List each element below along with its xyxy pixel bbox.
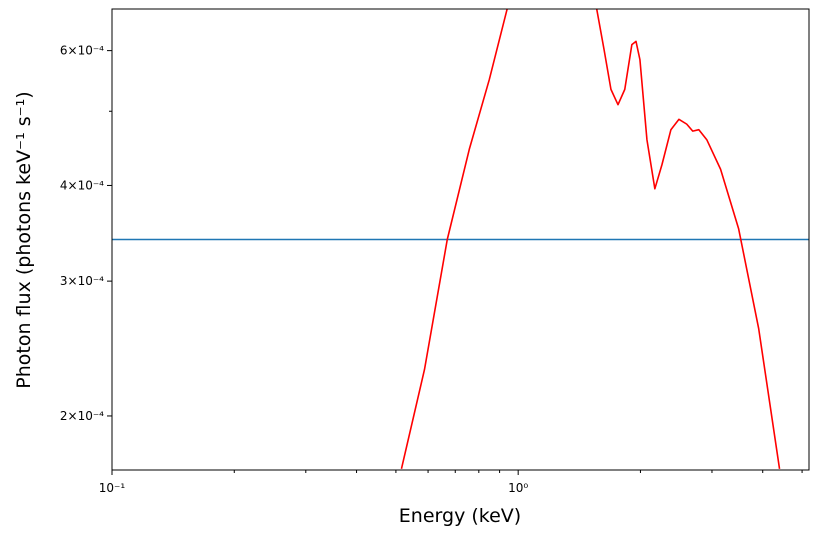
y-tick-label: 4×10⁻⁴ xyxy=(60,178,104,192)
x-tick-label: 10⁰ xyxy=(508,481,528,495)
axes-frame xyxy=(111,8,810,471)
plot-area xyxy=(112,9,809,470)
x-tick-label: 10⁻¹ xyxy=(99,481,126,495)
y-tick-label: 6×10⁻⁴ xyxy=(60,44,104,58)
y-tick-label: 3×10⁻⁴ xyxy=(60,274,104,288)
x-axis-label: Energy (keV) xyxy=(399,505,521,527)
y-axis-label: Photon flux (photons keV⁻¹ s⁻¹) xyxy=(13,91,35,388)
data-line xyxy=(400,9,781,470)
y-tick-label: 2×10⁻⁴ xyxy=(60,409,104,423)
